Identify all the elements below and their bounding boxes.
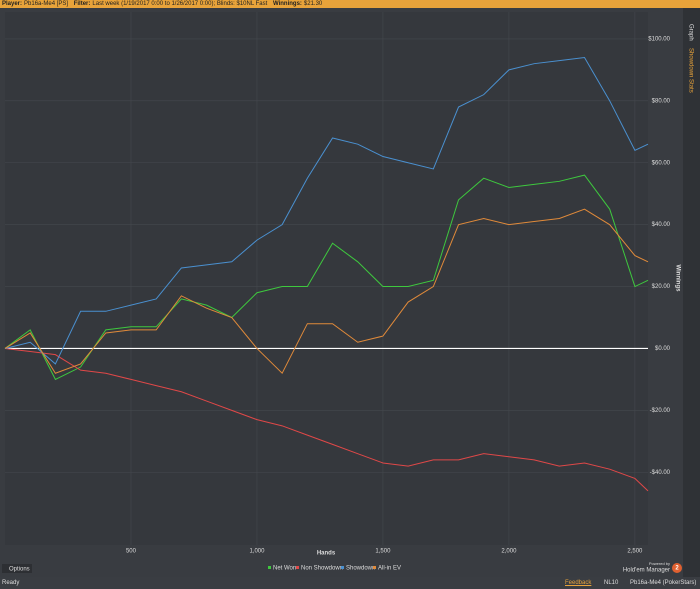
legend-swatch — [373, 566, 376, 569]
y-tick-label: -$20.00 — [650, 408, 671, 414]
x-axis-label: Hands — [317, 551, 336, 557]
x-tick-label: 1,000 — [249, 549, 265, 555]
account: Pb16a-Me4 (PokerStars) — [630, 580, 697, 586]
brand-badge — [672, 563, 682, 573]
series-line — [4, 174, 649, 381]
brand-version: 2 — [675, 566, 679, 572]
y-axis-label: Winnings — [674, 265, 680, 293]
tab-strip — [683, 8, 700, 577]
y-tick-label: $60.00 — [652, 160, 671, 166]
status: Ready — [2, 580, 20, 586]
x-tick-label: 500 — [126, 549, 137, 555]
brand: Hold'em Manager — [623, 568, 670, 574]
winnings-label: Winnings: — [272, 1, 302, 7]
tab[interactable]: Graph — [687, 24, 693, 41]
player-label: Player: — [2, 1, 23, 7]
filter: Last week (1/19/2017 0:00 to 1/26/2017 0… — [92, 1, 268, 7]
series-line — [4, 56, 649, 365]
y-tick-label: $0.00 — [655, 346, 671, 352]
plot-area — [5, 12, 648, 545]
filter-label: Filter: — [73, 1, 91, 7]
winnings: $21.30 — [303, 1, 323, 7]
y-tick-label: $100.00 — [648, 37, 670, 43]
legend-label: Showdown — [346, 566, 375, 572]
legend-label: Non Showdown — [301, 566, 343, 572]
series-line — [4, 208, 649, 375]
legend-label: Net Won — [273, 566, 296, 572]
feedback[interactable]: Feedback — [565, 580, 592, 586]
options[interactable]: Options — [9, 567, 30, 573]
series-line — [4, 347, 649, 492]
tab[interactable]: Showdown Stats — [687, 48, 693, 93]
y-tick-label: -$40.00 — [650, 470, 671, 476]
x-tick-label: 1,500 — [375, 549, 391, 555]
y-tick-label: $80.00 — [652, 98, 671, 104]
stake: NL10 — [604, 580, 619, 586]
legend-label: All-in EV — [378, 566, 401, 572]
options-button[interactable] — [2, 564, 32, 573]
player: Pb16a-Me4 [PS] — [24, 1, 69, 7]
legend-swatch — [341, 566, 344, 569]
chart: Graph Showdown Stats Winnings Hands Opti… — [0, 8, 700, 577]
x-tick-label: 2,500 — [627, 549, 643, 555]
y-tick-label: $40.00 — [652, 222, 671, 228]
legend-swatch — [296, 566, 299, 569]
y-tick-label: $20.00 — [652, 284, 671, 290]
status-bar: Ready Feedback NL10 Pb16a-Me4 (PokerStar… — [0, 577, 700, 589]
powered-by: Powered by — [649, 561, 670, 566]
x-tick-label: 2,000 — [501, 549, 517, 555]
legend-swatch — [268, 566, 271, 569]
header-bar: Player: Pb16a-Me4 [PS] Filter: Last week (… — [0, 0, 700, 8]
